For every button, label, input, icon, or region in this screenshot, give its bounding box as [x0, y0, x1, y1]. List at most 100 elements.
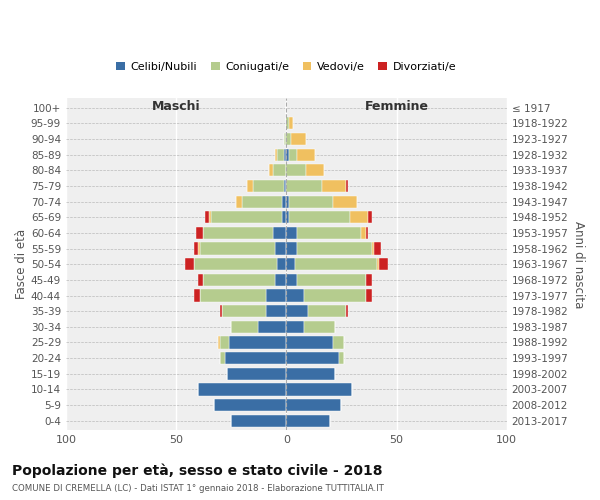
Bar — [289, 211, 350, 224]
Bar — [365, 290, 372, 302]
Bar — [220, 352, 224, 364]
Bar — [284, 180, 286, 192]
Bar — [236, 196, 242, 207]
Bar — [286, 180, 322, 192]
Bar — [203, 227, 273, 239]
Bar — [286, 211, 289, 224]
Bar — [289, 118, 293, 130]
Bar — [332, 336, 344, 348]
Bar — [275, 148, 277, 161]
Bar — [350, 211, 368, 224]
Bar — [286, 290, 304, 302]
Bar — [211, 211, 282, 224]
Bar — [306, 164, 324, 176]
Bar — [220, 305, 223, 318]
Bar — [289, 196, 332, 207]
Bar — [284, 133, 286, 145]
Bar — [214, 399, 286, 411]
Bar — [286, 118, 289, 130]
Bar — [286, 336, 332, 348]
Bar — [205, 211, 209, 224]
Text: Femmine: Femmine — [365, 100, 428, 113]
Text: Popolazione per età, sesso e stato civile - 2018: Popolazione per età, sesso e stato civil… — [12, 464, 383, 478]
Bar — [185, 258, 194, 270]
Bar — [308, 305, 346, 318]
Bar — [196, 227, 203, 239]
Y-axis label: Anni di nascita: Anni di nascita — [572, 220, 585, 308]
Bar — [209, 211, 211, 224]
Bar — [198, 384, 286, 396]
Bar — [286, 399, 341, 411]
Bar — [277, 148, 284, 161]
Bar — [322, 180, 346, 192]
Bar — [286, 164, 306, 176]
Bar — [372, 242, 374, 254]
Bar — [220, 336, 229, 348]
Bar — [374, 242, 381, 254]
Bar — [286, 414, 331, 427]
Bar — [368, 211, 372, 224]
Bar — [200, 242, 275, 254]
Bar — [291, 133, 306, 145]
Bar — [286, 258, 295, 270]
Bar — [273, 227, 286, 239]
Bar — [194, 290, 200, 302]
Bar — [346, 305, 348, 318]
Bar — [286, 274, 298, 286]
Bar — [277, 258, 286, 270]
Text: Maschi: Maschi — [152, 100, 200, 113]
Bar — [275, 242, 286, 254]
Bar — [229, 336, 286, 348]
Bar — [203, 274, 275, 286]
Bar — [224, 352, 286, 364]
Bar — [361, 227, 365, 239]
Y-axis label: Fasce di età: Fasce di età — [15, 229, 28, 300]
Bar — [286, 368, 335, 380]
Bar — [339, 352, 344, 364]
Bar — [247, 180, 253, 192]
Bar — [332, 196, 357, 207]
Bar — [231, 414, 286, 427]
Bar — [377, 258, 379, 270]
Bar — [304, 320, 335, 333]
Bar — [298, 274, 365, 286]
Bar — [282, 211, 286, 224]
Bar — [379, 258, 388, 270]
Bar — [286, 148, 289, 161]
Bar — [286, 352, 339, 364]
Bar — [266, 305, 286, 318]
Legend: Celibi/Nubili, Coniugati/e, Vedovi/e, Divorziati/e: Celibi/Nubili, Coniugati/e, Vedovi/e, Di… — [112, 58, 461, 76]
Bar — [198, 242, 200, 254]
Bar — [286, 305, 308, 318]
Bar — [257, 320, 286, 333]
Bar — [200, 290, 266, 302]
Bar — [227, 368, 286, 380]
Bar — [231, 320, 257, 333]
Bar — [286, 320, 304, 333]
Bar — [295, 258, 377, 270]
Text: COMUNE DI CREMELLA (LC) - Dati ISTAT 1° gennaio 2018 - Elaborazione TUTTITALIA.I: COMUNE DI CREMELLA (LC) - Dati ISTAT 1° … — [12, 484, 384, 493]
Bar — [273, 164, 286, 176]
Bar — [218, 336, 220, 348]
Bar — [289, 148, 298, 161]
Bar — [253, 180, 284, 192]
Bar — [269, 164, 273, 176]
Bar — [223, 305, 266, 318]
Bar — [286, 227, 298, 239]
Bar — [304, 290, 365, 302]
Bar — [275, 274, 286, 286]
Bar — [298, 148, 315, 161]
Bar — [194, 258, 277, 270]
Bar — [282, 196, 286, 207]
Bar — [298, 227, 361, 239]
Bar — [194, 242, 198, 254]
Bar — [365, 227, 368, 239]
Bar — [346, 180, 348, 192]
Bar — [266, 290, 286, 302]
Bar — [242, 196, 282, 207]
Bar — [365, 274, 372, 286]
Bar — [286, 196, 289, 207]
Bar — [284, 148, 286, 161]
Bar — [286, 242, 298, 254]
Bar — [198, 274, 203, 286]
